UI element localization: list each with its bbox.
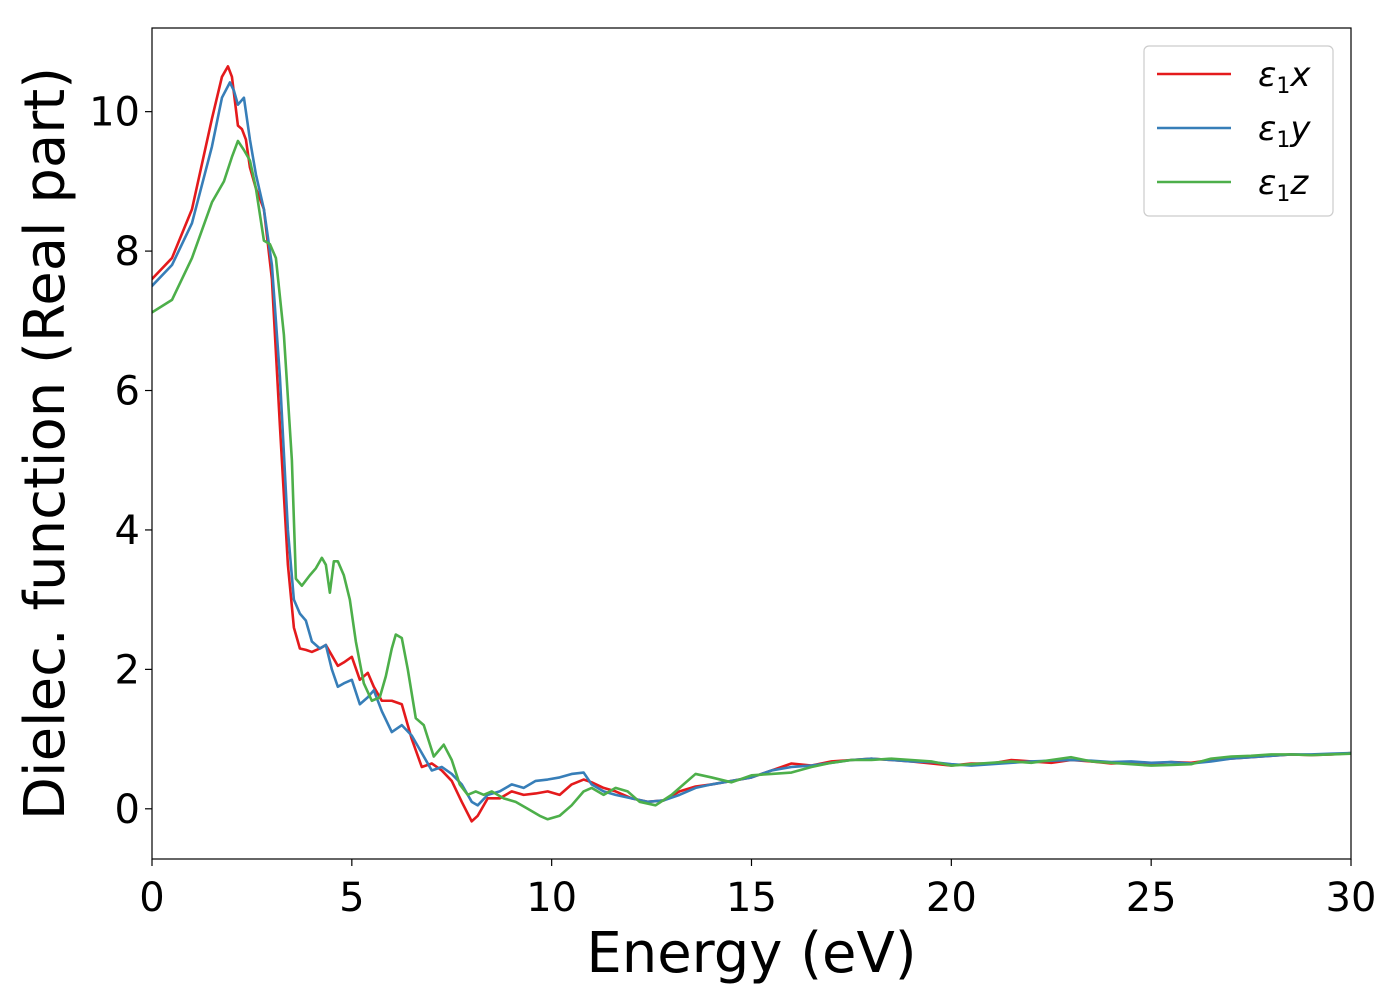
x-tick-label: 15 xyxy=(726,875,777,921)
y-tick-label: 0 xyxy=(115,787,140,833)
y-axis-title: Dielec. function (Real part) xyxy=(13,67,78,820)
legend-label-y: ε1y xyxy=(1258,109,1311,153)
legend-label-z: ε1z xyxy=(1258,163,1309,207)
y-axis-ticks: 0 2 4 6 8 10 xyxy=(89,90,152,833)
series-layer xyxy=(152,65,1351,823)
y-tick-label: 8 xyxy=(115,229,140,275)
x-tick-label: 0 xyxy=(139,875,164,921)
y-tick-label: 10 xyxy=(89,90,140,136)
x-axis-ticks: 0 5 10 15 20 25 30 xyxy=(139,859,1376,921)
x-tick-label: 25 xyxy=(1126,875,1177,921)
y-tick-label: 2 xyxy=(115,647,140,693)
x-tick-label: 20 xyxy=(926,875,977,921)
y-tick-label: 4 xyxy=(115,508,140,554)
legend: ε1x ε1y ε1z xyxy=(1143,45,1334,217)
legend-items: ε1x ε1y ε1z xyxy=(1157,55,1311,207)
y-tick-label: 6 xyxy=(115,369,140,415)
series-line-y xyxy=(152,81,1351,807)
legend-box xyxy=(1143,45,1334,217)
x-axis-title: Energy (eV) xyxy=(586,921,916,986)
series-line-x xyxy=(152,65,1351,823)
x-tick-label: 30 xyxy=(1326,875,1377,921)
x-tick-label: 5 xyxy=(339,875,364,921)
series-line-z xyxy=(152,139,1351,821)
x-tick-label: 10 xyxy=(526,875,577,921)
legend-label-x: ε1x xyxy=(1258,55,1311,99)
